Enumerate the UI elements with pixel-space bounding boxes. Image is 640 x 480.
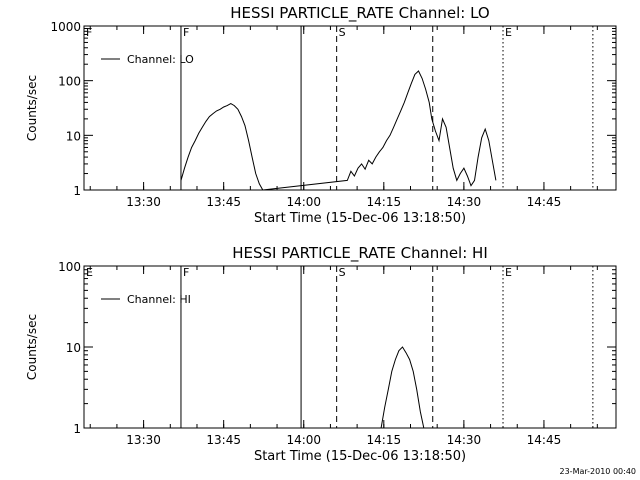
- x-tick-label: 14:45: [527, 433, 562, 447]
- x-tick-label: 13:30: [126, 433, 161, 447]
- plot-frame: [83, 25, 617, 191]
- y-axis-label: Counts/sec: [25, 75, 39, 141]
- event-marker-label: S: [339, 266, 346, 279]
- chart-title: HESSI PARTICLE_RATE Channel: LO: [230, 4, 489, 23]
- x-tick-label: 13:45: [206, 433, 241, 447]
- y-tick-label: 10: [66, 341, 81, 355]
- event-marker-label: E: [505, 266, 512, 279]
- series-line: [380, 346, 425, 429]
- y-tick-label: 10: [66, 129, 81, 143]
- event-marker-label: S: [339, 26, 346, 39]
- chart-panel-2: HESSI PARTICLE_RATE Channel: HI 13:30 13:4…: [25, 244, 617, 464]
- event-marker-label: F: [86, 26, 92, 39]
- chart-title: HESSI PARTICLE_RATE Channel: HI: [232, 244, 488, 263]
- footer-timestamp: 23-Mar-2010 00:40: [560, 467, 637, 476]
- event-marker-label: E: [505, 26, 512, 39]
- y-axis-label: Counts/sec: [25, 314, 39, 380]
- event-marker-label: F: [183, 266, 189, 279]
- event-marker-label: F: [183, 26, 189, 39]
- x-tick-label: 14:45: [527, 195, 562, 209]
- x-tick-label: 14:15: [367, 195, 402, 209]
- legend-entry: Channel: LO: [127, 53, 194, 66]
- y-tick-label: 1: [73, 184, 81, 198]
- series-line: [262, 70, 497, 191]
- x-tick-label: 14:30: [447, 195, 482, 209]
- x-tick-label: 14:00: [286, 433, 321, 447]
- chart-panel-1: HESSI PARTICLE_RATE Channel: LO 13:30 13:4…: [25, 4, 617, 226]
- x-tick-label: 13:45: [206, 195, 241, 209]
- x-axis-label: Start Time (15-Dec-06 13:18:50): [254, 211, 466, 226]
- event-marker-label: E: [86, 266, 93, 279]
- x-axis-label: Start Time (15-Dec-06 13:18:50): [254, 449, 466, 464]
- series-line: [180, 103, 264, 191]
- y-tick-label: 100: [58, 260, 81, 274]
- legend-entry: Channel: HI: [127, 293, 191, 306]
- x-tick-label: 14:00: [286, 195, 321, 209]
- plot-frame: [83, 265, 617, 429]
- x-tick-label: 14:15: [367, 433, 402, 447]
- x-tick-label: 13:30: [126, 195, 161, 209]
- y-tick-label: 100: [58, 75, 81, 89]
- x-tick-label: 14:30: [447, 433, 482, 447]
- y-tick-label: 1000: [50, 20, 81, 34]
- y-tick-label: 1: [73, 422, 81, 436]
